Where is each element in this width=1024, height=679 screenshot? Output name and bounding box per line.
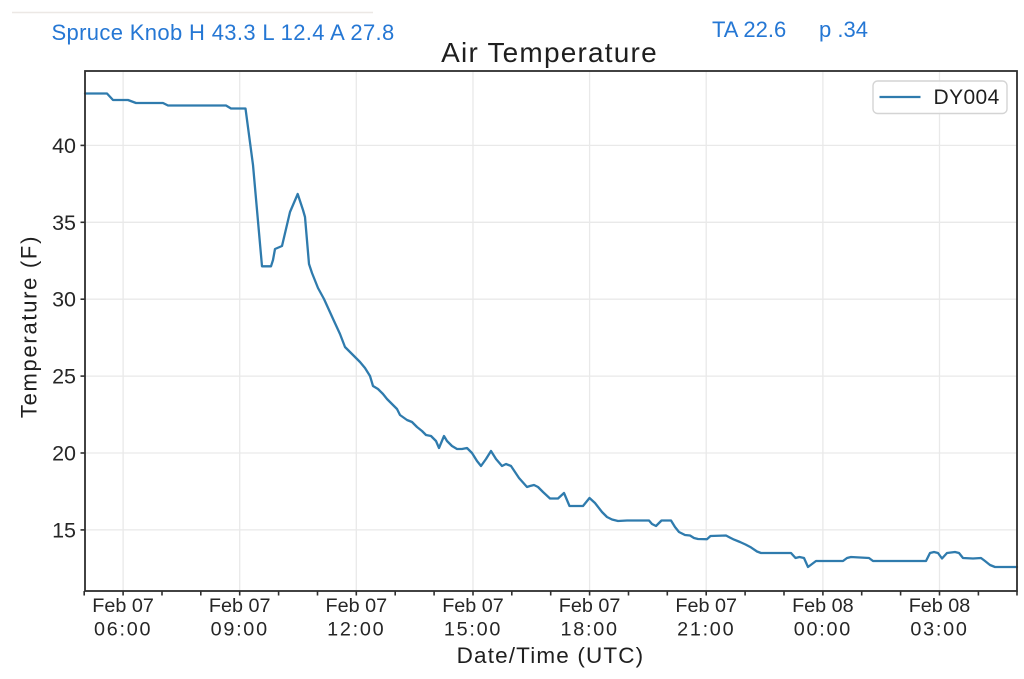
svg-text:40: 40: [52, 134, 76, 158]
svg-text:Spruce Knob H 43.3 L 12.4 A 27: Spruce Knob H 43.3 L 12.4 A 27.8: [52, 20, 395, 45]
svg-text:DY004: DY004: [934, 86, 1000, 109]
svg-text:06:00: 06:00: [94, 619, 152, 641]
svg-text:25: 25: [52, 365, 76, 389]
svg-text:Feb 07: Feb 07: [92, 595, 154, 617]
svg-text:03:00: 03:00: [910, 619, 968, 641]
svg-text:30: 30: [52, 288, 76, 312]
svg-text:Feb 07: Feb 07: [559, 595, 621, 617]
svg-text:Feb 07: Feb 07: [326, 595, 388, 617]
svg-text:Temperature (F): Temperature (F): [17, 235, 42, 418]
svg-text:20: 20: [52, 442, 76, 466]
svg-text:TA 22.6: TA 22.6: [712, 17, 786, 42]
svg-text:Feb 08: Feb 08: [792, 595, 854, 617]
svg-text:15:00: 15:00: [444, 619, 502, 641]
svg-text:Feb 07: Feb 07: [442, 595, 504, 617]
svg-text:Feb 07: Feb 07: [209, 595, 271, 617]
svg-text:Feb 08: Feb 08: [909, 595, 971, 617]
svg-text:09:00: 09:00: [211, 619, 269, 641]
svg-text:00:00: 00:00: [794, 619, 852, 641]
svg-text:p .34: p .34: [819, 17, 868, 42]
svg-text:15: 15: [52, 518, 76, 542]
svg-text:Air Temperature: Air Temperature: [441, 37, 658, 68]
svg-text:18:00: 18:00: [560, 619, 618, 641]
svg-text:Date/Time (UTC): Date/Time (UTC): [457, 643, 645, 668]
svg-text:12:00: 12:00: [327, 619, 385, 641]
svg-text:35: 35: [52, 211, 76, 235]
svg-text:21:00: 21:00: [677, 619, 735, 641]
svg-text:Feb 07: Feb 07: [675, 595, 737, 617]
